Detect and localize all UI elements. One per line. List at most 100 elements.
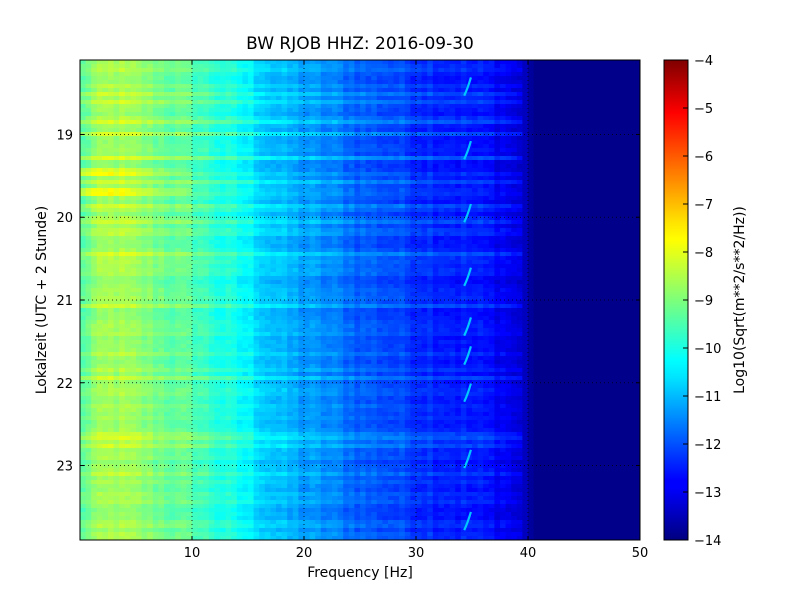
- heatmap-cell: [236, 172, 243, 177]
- heatmap-cell: [511, 256, 518, 261]
- heatmap-cell: [617, 104, 624, 109]
- heatmap-cell: [427, 180, 434, 185]
- heatmap-cell: [556, 236, 562, 241]
- heatmap-cell: [315, 240, 322, 245]
- heatmap-cell: [589, 164, 596, 169]
- heatmap-cell: [516, 120, 523, 125]
- heatmap-cell: [528, 232, 534, 237]
- heatmap-cell: [192, 228, 198, 233]
- heatmap-cell: [483, 156, 490, 161]
- heatmap-cell: [276, 140, 282, 145]
- heatmap-cell: [444, 68, 450, 73]
- heatmap-cell: [617, 96, 624, 101]
- heatmap-cell: [365, 84, 372, 89]
- heatmap-cell: [556, 252, 562, 257]
- heatmap-cell: [276, 244, 282, 249]
- heatmap-cell: [511, 60, 518, 65]
- heatmap-cell: [516, 208, 523, 213]
- heatmap-cell: [208, 164, 215, 169]
- heatmap-cell: [80, 88, 86, 93]
- heatmap-cell: [572, 64, 579, 69]
- heatmap-cell: [158, 80, 165, 85]
- heatmap-cell: [505, 196, 512, 201]
- heatmap-cell: [197, 172, 204, 177]
- heatmap-cell: [197, 96, 204, 101]
- heatmap-cell: [136, 184, 142, 189]
- heatmap-cell: [276, 64, 282, 69]
- heatmap-cell: [494, 240, 501, 245]
- heatmap-cell: [623, 92, 630, 97]
- heatmap-cell: [337, 184, 344, 189]
- heatmap-cell: [623, 172, 630, 177]
- heatmap-cell: [287, 76, 294, 81]
- heatmap-cell: [337, 84, 344, 89]
- heatmap-cell: [455, 232, 462, 237]
- heatmap-cell: [236, 112, 243, 117]
- heatmap-cell: [264, 184, 271, 189]
- heatmap-cell: [494, 220, 501, 225]
- heatmap-cell: [360, 180, 366, 185]
- heatmap-cell: [449, 188, 456, 193]
- heatmap-cell: [421, 256, 428, 261]
- heatmap-cell: [309, 128, 316, 133]
- heatmap-cell: [270, 120, 277, 125]
- heatmap-cell: [169, 160, 176, 165]
- heatmap-cell: [584, 80, 590, 85]
- heatmap-cell: [220, 248, 226, 253]
- heatmap-cell: [550, 208, 557, 213]
- heatmap-cell: [276, 228, 282, 233]
- heatmap-cell: [628, 184, 635, 189]
- heatmap-cell: [528, 212, 534, 217]
- heatmap-cell: [141, 88, 148, 93]
- heatmap-cell: [572, 68, 579, 73]
- heatmap-cell: [567, 92, 574, 97]
- heatmap-cell: [102, 212, 109, 217]
- heatmap-cell: [292, 204, 299, 209]
- heatmap-cell: [477, 100, 484, 105]
- heatmap-cell: [169, 240, 176, 245]
- heatmap-cell: [432, 212, 439, 217]
- heatmap-cell: [634, 72, 640, 77]
- heatmap-cell: [264, 140, 271, 145]
- heatmap-cell: [606, 188, 613, 193]
- heatmap-cell: [158, 156, 165, 161]
- heatmap-cell: [544, 80, 551, 85]
- heatmap-cell: [595, 96, 602, 101]
- heatmap-cell: [85, 252, 92, 257]
- heatmap-cell: [533, 208, 540, 213]
- heatmap-cell: [320, 108, 327, 113]
- heatmap-cell: [214, 124, 221, 129]
- heatmap-cell: [186, 148, 193, 153]
- heatmap-cell: [399, 124, 406, 129]
- heatmap-cell: [220, 156, 226, 161]
- heatmap-cell: [589, 172, 596, 177]
- heatmap-cell: [595, 224, 602, 229]
- heatmap-cell: [175, 144, 182, 149]
- heatmap-cell: [416, 164, 422, 169]
- heatmap-cell: [304, 64, 310, 69]
- heatmap-cell: [270, 168, 277, 173]
- heatmap-cell: [539, 124, 546, 129]
- heatmap-cell: [259, 208, 266, 213]
- heatmap-cell: [264, 136, 271, 141]
- heatmap-cell: [404, 164, 411, 169]
- heatmap-cell: [600, 124, 607, 129]
- heatmap-cell: [522, 104, 529, 109]
- heatmap-cell: [276, 220, 282, 225]
- heatmap-cell: [623, 200, 630, 205]
- heatmap-cell: [427, 164, 434, 169]
- heatmap-cell: [152, 244, 159, 249]
- heatmap-cell: [287, 176, 294, 181]
- heatmap-cell: [360, 144, 366, 149]
- heatmap-cell: [276, 144, 282, 149]
- heatmap-cell: [309, 188, 316, 193]
- heatmap-cell: [248, 220, 254, 225]
- heatmap-cell: [169, 208, 176, 213]
- heatmap-cell: [556, 200, 562, 205]
- heatmap-cell: [516, 256, 523, 261]
- heatmap-cell: [376, 116, 383, 121]
- heatmap-cell: [427, 112, 434, 117]
- heatmap-cell: [343, 256, 350, 261]
- heatmap-cell: [477, 204, 484, 209]
- heatmap-cell: [208, 252, 215, 257]
